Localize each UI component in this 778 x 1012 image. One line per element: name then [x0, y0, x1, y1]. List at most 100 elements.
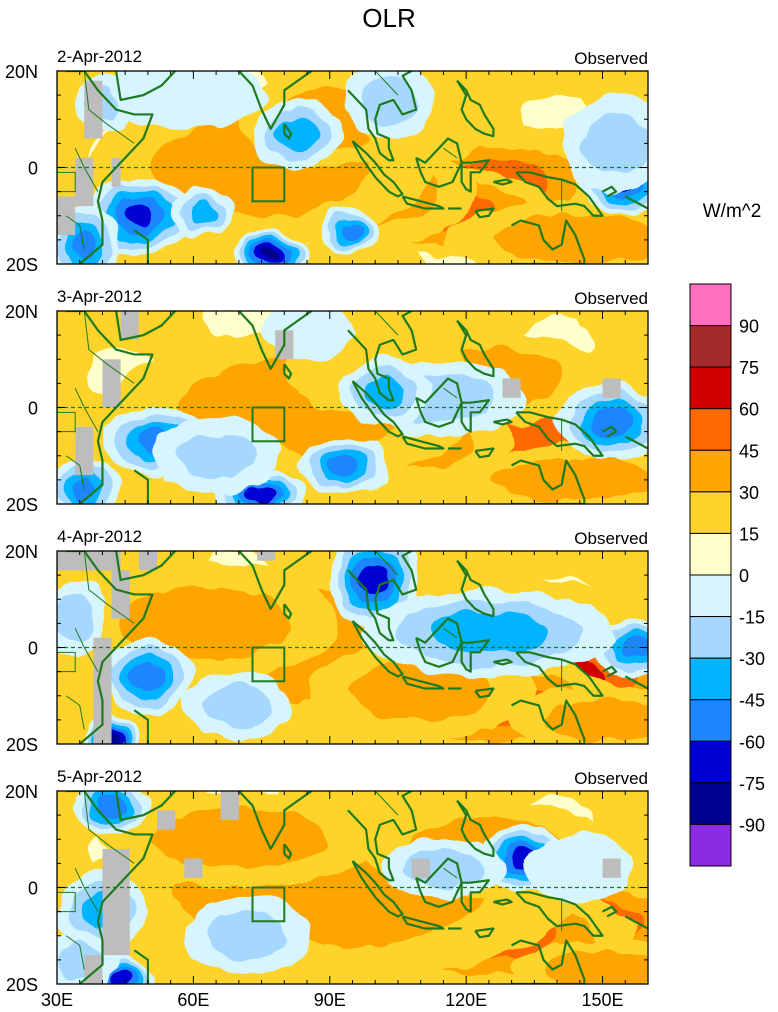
coastline: [238, 311, 313, 370]
coastline: [238, 71, 313, 130]
missing-data-cell: [102, 359, 121, 408]
anomaly-cell: [261, 248, 280, 261]
country-border: [83, 551, 135, 624]
coastline: [66, 71, 154, 264]
anomaly-cell: [361, 565, 389, 595]
missing-data-cell: [138, 551, 158, 571]
anomaly-cell: [342, 221, 363, 239]
olr-field: [57, 551, 648, 744]
coastline: [401, 675, 445, 690]
panel-date: 5-Apr-2012: [57, 767, 142, 786]
country-border: [83, 311, 135, 384]
y-tick-label: 0: [28, 159, 38, 179]
country-border: [374, 791, 399, 816]
colorbar-swatch: [689, 657, 732, 701]
olr-field: [57, 791, 648, 984]
anomaly-cell: [591, 408, 632, 436]
coastlines: [57, 551, 648, 744]
y-tick-label: 20N: [5, 62, 38, 82]
coastline: [283, 363, 293, 380]
colorbar-swatch: [689, 449, 732, 493]
missing-data-cell: [84, 80, 103, 139]
map-panel-2: 20N 0 20S 3-Apr-2012 Observed: [5, 287, 649, 515]
colorbar-level-label: 0: [739, 566, 749, 586]
coastline: [66, 311, 154, 504]
missing-data-cell: [502, 378, 521, 398]
coastlines: [57, 71, 648, 264]
colorbar-swatch: [689, 782, 732, 825]
y-tick-label: 20N: [5, 782, 38, 802]
country-border: [65, 935, 85, 970]
panel-date: 2-Apr-2012: [57, 47, 142, 66]
coastline: [624, 195, 648, 210]
anomaly-cell: [176, 431, 257, 481]
coastline: [347, 551, 418, 642]
anomaly-cell: [248, 487, 276, 502]
coastline: [115, 551, 177, 582]
coastline: [220, 71, 223, 72]
anomaly-cell: [360, 75, 418, 125]
chart-title: OLR: [362, 3, 415, 33]
coastline: [511, 459, 586, 504]
country-border: [65, 455, 85, 490]
anomaly-cell: [57, 594, 96, 643]
coastline: [351, 860, 404, 918]
anomaly-cell: [204, 684, 274, 727]
coastline: [133, 709, 150, 744]
coastline: [401, 435, 445, 450]
coastline: [283, 123, 293, 140]
colorbar-level-label: -15: [739, 608, 765, 628]
coastline: [474, 207, 495, 219]
anomaly-cell: [152, 808, 325, 870]
coastline: [515, 171, 604, 217]
coastline: [602, 665, 618, 678]
missing-data-cell: [84, 955, 103, 984]
coastline: [474, 447, 495, 459]
missing-data-cell: [411, 858, 430, 878]
colorbar-level-label: 30: [739, 483, 759, 503]
coastline: [456, 799, 495, 858]
colorbar-swatch: [689, 574, 732, 618]
x-tick-label: 60E: [177, 990, 209, 1010]
coastline: [493, 178, 513, 186]
anomaly-cell: [122, 204, 156, 228]
missing-data-cell: [257, 551, 276, 561]
missing-data-cell: [602, 858, 621, 878]
anomaly-cell: [493, 215, 648, 264]
coastline: [624, 915, 648, 930]
colorbar-level-label: -60: [739, 732, 765, 752]
colorbar-swatch: [689, 699, 732, 742]
coastline: [456, 559, 495, 618]
x-tick-label: 30E: [41, 990, 73, 1010]
coastline: [238, 551, 313, 611]
x-axis: 30E 60E 90E 120E 150E: [41, 990, 624, 1010]
coastline: [238, 791, 313, 851]
colorbar-swatch: [689, 408, 732, 451]
coastline: [493, 418, 513, 426]
colorbar-level-label: 75: [739, 358, 759, 378]
y-tick-label: 0: [28, 639, 38, 659]
coastline: [220, 311, 223, 312]
coastline: [133, 949, 150, 984]
panel-source-label: Observed: [574, 49, 648, 68]
colorbar-level-label: -90: [739, 815, 765, 835]
anomaly-cell: [430, 613, 548, 653]
x-tick-label: 90E: [314, 990, 346, 1010]
coastline: [602, 905, 618, 918]
country-border: [74, 387, 99, 432]
colorbar-swatch: [689, 616, 732, 659]
y-tick-label: 20S: [6, 735, 38, 755]
coastline: [351, 620, 404, 678]
coastline: [515, 651, 604, 697]
anomaly-cell: [363, 377, 406, 409]
coastline: [474, 927, 495, 939]
country-border: [57, 891, 76, 913]
anomaly-cell: [525, 834, 635, 902]
y-tick-label: 20S: [6, 495, 38, 515]
y-tick-label: 20N: [5, 542, 38, 562]
anomaly-cell: [349, 660, 493, 722]
coastline: [602, 185, 618, 198]
coastline: [493, 658, 513, 666]
country-border: [74, 627, 99, 672]
